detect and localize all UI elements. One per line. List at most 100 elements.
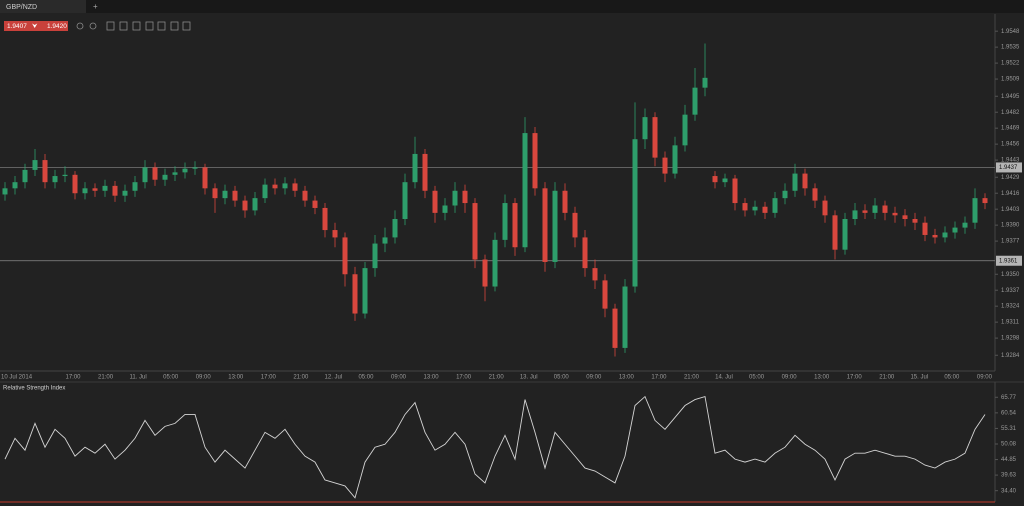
candle-body bbox=[492, 239, 498, 287]
candle-body bbox=[982, 198, 988, 204]
x-tick-label: 09:00 bbox=[782, 375, 798, 381]
x-tick-label: 14. Jul bbox=[715, 375, 733, 381]
candle-body bbox=[422, 153, 428, 191]
tool-button[interactable] bbox=[106, 21, 115, 31]
x-tick-label: 21:00 bbox=[489, 375, 505, 381]
candle-body bbox=[592, 268, 598, 281]
bid-price[interactable]: 1.9407 bbox=[7, 23, 27, 30]
candle-body bbox=[222, 190, 228, 199]
candle-body bbox=[842, 219, 848, 250]
candle-body bbox=[682, 114, 688, 146]
y-tick-label: 60.54 bbox=[1001, 410, 1017, 416]
x-tick-label: 17:00 bbox=[847, 375, 863, 381]
candle-body bbox=[132, 182, 138, 191]
x-tick-label: 11. Jul bbox=[129, 375, 146, 381]
candle-body bbox=[2, 188, 8, 195]
x-tick-label: 17:00 bbox=[456, 375, 472, 381]
candle-body bbox=[462, 190, 468, 204]
rsi-title: Relative Strength Index bbox=[3, 386, 65, 392]
tab[interactable] bbox=[0, 0, 86, 13]
x-tick-label: 21:00 bbox=[98, 375, 114, 381]
candle-body bbox=[52, 176, 58, 183]
candle-body bbox=[782, 190, 788, 199]
candle-body bbox=[902, 215, 908, 220]
tab-bar bbox=[0, 0, 1024, 13]
tool-button[interactable] bbox=[170, 21, 179, 31]
candle-body bbox=[672, 145, 678, 174]
tool-button[interactable] bbox=[157, 21, 166, 31]
candle-body bbox=[92, 188, 98, 191]
candle-body bbox=[442, 205, 448, 213]
candle-body bbox=[372, 243, 378, 269]
candle-body bbox=[112, 185, 118, 196]
candle-body bbox=[302, 190, 308, 201]
candle-body bbox=[152, 167, 158, 180]
y-tick-label: 1.9311 bbox=[1001, 320, 1020, 326]
candle-body bbox=[392, 219, 398, 238]
x-tick-label: 05:00 bbox=[163, 375, 179, 381]
candle-body bbox=[822, 200, 828, 216]
y-tick-label: 1.9495 bbox=[1001, 94, 1020, 100]
candle-body bbox=[762, 206, 768, 213]
candle-body bbox=[412, 153, 418, 183]
tool-button[interactable] bbox=[145, 21, 154, 31]
candle-body bbox=[362, 268, 368, 314]
x-tick-label: 05:00 bbox=[749, 375, 765, 381]
candle-body bbox=[182, 168, 188, 173]
zoom-out[interactable] bbox=[89, 22, 97, 30]
zoom-in[interactable] bbox=[76, 22, 84, 30]
y-tick-label: 44.85 bbox=[1001, 457, 1017, 463]
candle-body bbox=[882, 205, 888, 213]
ask-price[interactable]: 1.9420 bbox=[47, 23, 67, 30]
candle-body bbox=[312, 200, 318, 208]
candle-body bbox=[262, 184, 268, 199]
candle-body bbox=[772, 198, 778, 213]
candle-body bbox=[162, 174, 168, 180]
candle-body bbox=[202, 167, 208, 189]
y-tick-label: 1.9482 bbox=[1001, 110, 1020, 116]
candle-body bbox=[322, 207, 328, 231]
tool-button[interactable] bbox=[132, 21, 141, 31]
candle-body bbox=[692, 87, 698, 115]
add-tab[interactable]: + bbox=[93, 2, 98, 11]
x-tick-label: 17:00 bbox=[261, 375, 277, 381]
candle-body bbox=[792, 173, 798, 191]
y-tick-label: 1.9416 bbox=[1001, 191, 1020, 197]
candle-body bbox=[212, 188, 218, 199]
y-tick-label: 1.9324 bbox=[1001, 304, 1020, 310]
y-tick-label: 1.9337 bbox=[1001, 288, 1020, 294]
candle-body bbox=[472, 203, 478, 260]
candle-body bbox=[632, 139, 638, 287]
y-tick-label: 55.31 bbox=[1001, 426, 1017, 432]
candle-body bbox=[292, 183, 298, 191]
candle-body bbox=[862, 210, 868, 213]
candle-body bbox=[502, 203, 508, 240]
candle-body bbox=[232, 190, 238, 201]
candle-body bbox=[272, 184, 278, 189]
candle-body bbox=[602, 280, 608, 309]
tool-button[interactable] bbox=[119, 21, 128, 31]
candle-body bbox=[192, 167, 198, 169]
candle-body bbox=[82, 188, 88, 194]
candle-body bbox=[32, 160, 38, 170]
price-box bbox=[4, 21, 68, 31]
candle-body bbox=[652, 117, 658, 158]
x-tick-label: 17:00 bbox=[65, 375, 81, 381]
x-tick-label: 13. Jul bbox=[520, 375, 538, 381]
candle-body bbox=[942, 232, 948, 238]
candle-body bbox=[622, 286, 628, 348]
candle-body bbox=[712, 176, 718, 183]
candle-body bbox=[122, 190, 128, 196]
candle-body bbox=[962, 222, 968, 228]
toolbar bbox=[76, 21, 191, 31]
candle-body bbox=[752, 206, 758, 211]
tool-button[interactable] bbox=[182, 21, 191, 31]
candle-body bbox=[252, 198, 258, 211]
candle-body bbox=[512, 203, 518, 248]
y-tick-label: 1.9509 bbox=[1001, 77, 1020, 83]
y-tick-label: 1.9403 bbox=[1001, 207, 1020, 213]
y-tick-label: 1.9548 bbox=[1001, 29, 1020, 35]
tab-label[interactable]: GBP/NZD bbox=[6, 4, 37, 11]
direction-arrow: ⮟ bbox=[32, 23, 38, 30]
